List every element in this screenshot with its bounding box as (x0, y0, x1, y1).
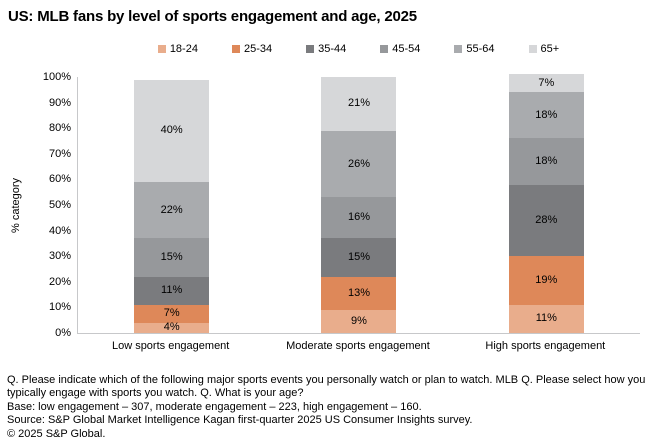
bar-segment: 7% (134, 304, 210, 323)
y-tick-label: 70% (48, 147, 71, 160)
bar-segment: 19% (508, 256, 584, 305)
bar-segment: 18% (508, 138, 584, 185)
stacked-bar: 4% 7% 11% 15% 22% 40% (134, 79, 210, 333)
bar-segment: 26% (321, 130, 397, 198)
legend-item: 18-24 (157, 43, 198, 55)
y-tick-label: 30% (48, 250, 71, 263)
bar-segment: 18% (508, 92, 584, 139)
legend-item-label: 55-64 (466, 43, 495, 55)
legend-item: 25-34 (231, 43, 273, 55)
y-axis-ticks: 0% 10% 20% 30% 40% 50% 60% 70% 80% 90% 100% (0, 71, 71, 339)
y-tick-label: 60% (48, 173, 71, 186)
plot-area: 4% 7% 11% 15% 22% 40% 9% 13% 15% 16% 26% 21% 11% 19% 2… (77, 74, 640, 334)
bar-slot: 11% 19% 28% 18% 18% 7% (453, 74, 640, 333)
bar-segment: 15% (321, 238, 397, 277)
legend-color-swatch-icon (380, 45, 389, 53)
bar-segment: 16% (321, 197, 397, 239)
stacked-bar: 9% 13% 15% 16% 26% 21% (321, 77, 397, 333)
bar-slot: 4% 7% 11% 15% 22% 40% (78, 77, 265, 333)
legend-color-swatch-icon (528, 45, 537, 53)
bar-segment: 21% (321, 77, 397, 131)
bar-segment: 4% (134, 322, 210, 333)
footnote-copyright: © 2025 S&P Global. (7, 427, 106, 440)
legend-item: 65+ (528, 43, 560, 55)
y-tick-label: 80% (48, 122, 71, 135)
y-tick-label: 20% (48, 275, 71, 288)
y-tick-label: 0% (55, 327, 71, 339)
footnote-question: Q. Please indicate which of the followin… (7, 374, 646, 400)
y-tick-label: 90% (48, 96, 71, 109)
legend-item-label: 18-24 (169, 43, 198, 55)
bar-segment: 22% (134, 182, 210, 239)
y-tick-label: 50% (48, 199, 71, 211)
bar-segment: 40% (134, 79, 210, 182)
legend-item-label: 45-54 (392, 43, 421, 55)
x-axis-label: Low sports engagement (111, 340, 230, 352)
chart-legend: 18-24 25-34 35-44 45-54 55-64 65+ (77, 41, 640, 57)
x-axis-labels: Low sports engagement Moderate sports eng… (77, 340, 639, 352)
bar-segment: 13% (321, 276, 397, 310)
x-axis-label: High sports engagement (485, 340, 606, 352)
legend-item: 55-64 (454, 43, 495, 55)
y-tick-label: 10% (48, 301, 71, 314)
chart-footnotes: Q. Please indicate which of the followin… (7, 374, 654, 441)
legend-color-swatch-icon (157, 45, 166, 53)
legend-color-swatch-icon (454, 45, 463, 53)
bar-segment: 15% (134, 238, 210, 277)
bar-segment: 7% (508, 74, 584, 93)
legend-item-label: 35-44 (318, 43, 347, 55)
legend-color-swatch-icon (231, 45, 240, 53)
chart-area: % category 0% 10% 20% 30% 40% 50% 60% 70% 80% 90%… (0, 65, 660, 365)
y-tick-label: 100% (42, 71, 71, 83)
chart-title: US: MLB fans by level of sports engageme… (8, 8, 417, 25)
bar-segment: 9% (321, 309, 397, 333)
legend-item: 35-44 (306, 43, 346, 55)
legend-color-swatch-icon (306, 45, 315, 53)
x-axis-label: Moderate sports engagement (286, 340, 430, 352)
bar-segment: 28% (508, 184, 584, 257)
footnote-source: Source: S&P Global Market Intelligence K… (7, 414, 473, 427)
bar-segment: 11% (134, 276, 210, 305)
legend-item: 45-54 (380, 43, 420, 55)
bar-slot: 9% 13% 15% 16% 26% 21% (265, 77, 452, 333)
y-tick-label: 40% (48, 224, 71, 237)
stacked-bar: 11% 19% 28% 18% 18% 7% (508, 74, 584, 333)
legend-item-label: 65+ (540, 43, 560, 55)
legend-item-label: 25-34 (243, 43, 273, 55)
bar-segment: 11% (508, 304, 584, 333)
footnote-base: Base: low engagement – 307, moderate eng… (7, 400, 422, 413)
